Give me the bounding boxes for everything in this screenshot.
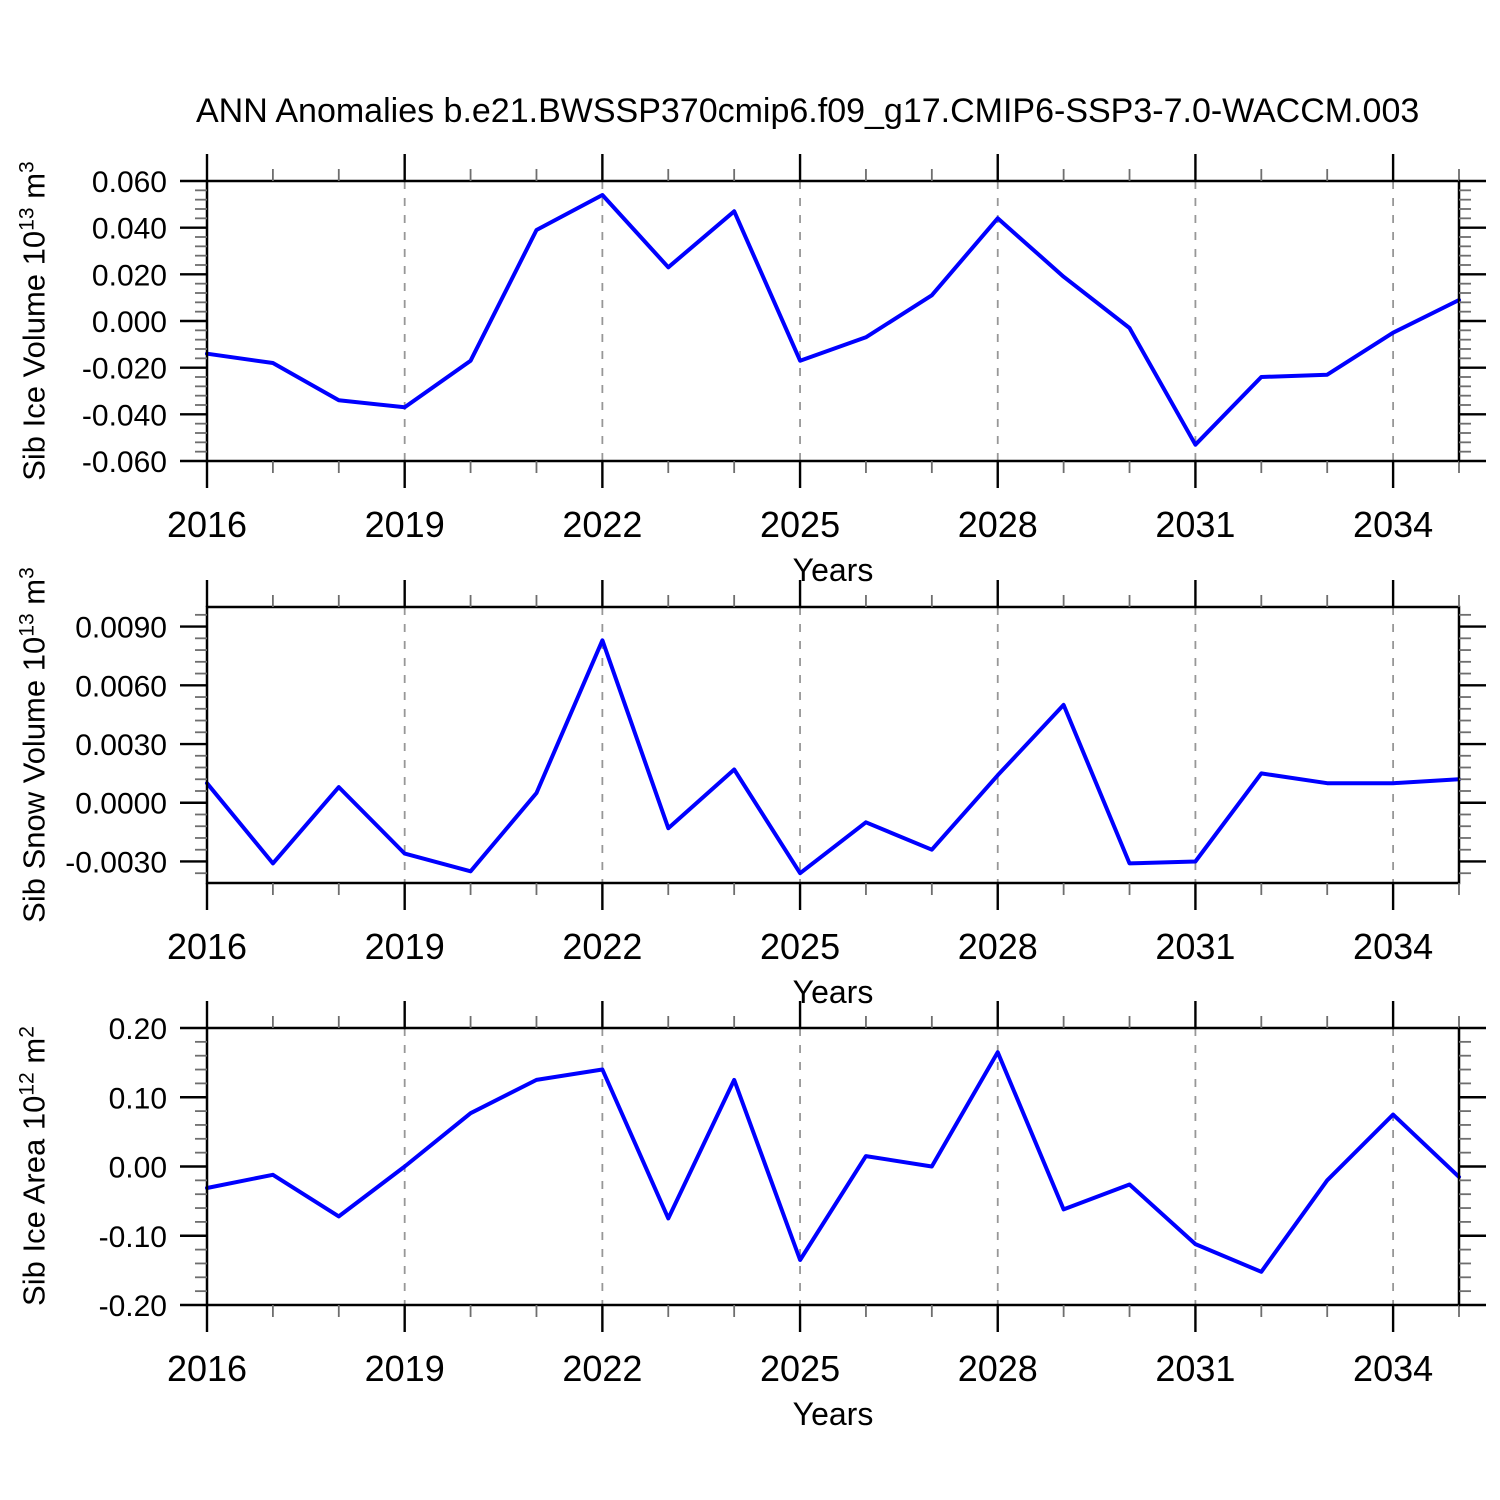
x-tick-label: 2019 [365, 926, 445, 967]
x-tick-label: 2031 [1155, 1348, 1235, 1389]
x-axis-label: Years [793, 1396, 874, 1432]
y-tick-label: 0.10 [109, 1082, 167, 1115]
chart-title: ANN Anomalies b.e21.BWSSP370cmip6.f09_g1… [196, 92, 1420, 130]
panel-sib-ice-volume: 0.0600.0400.0200.000-0.020-0.040-0.06020… [82, 154, 1486, 588]
y-tick-label: -0.060 [82, 446, 167, 479]
y-tick-label: 0.060 [92, 166, 167, 199]
y-tick-label: -0.020 [82, 353, 167, 386]
data-line-sib-snow-volume [205, 638, 1461, 876]
y-tick-label: 0.00 [109, 1152, 167, 1185]
y-tick-label: -0.0030 [65, 846, 167, 879]
x-tick-label: 2025 [760, 1348, 840, 1389]
x-tick-label: 2034 [1353, 926, 1433, 967]
x-tick-label: 2022 [562, 504, 642, 545]
x-tick-label: 2025 [760, 926, 840, 967]
x-axis-label: Years [793, 552, 874, 588]
panel-sib-snow-volume: 0.0090 0.0060 0.0030 0.0000 -0.0030 2016 2019 2… [65, 580, 1486, 1010]
y-tick-label: 0.0000 [75, 788, 167, 821]
y-tick-label: 0.0090 [75, 612, 167, 645]
x-tick-label: 2022 [562, 926, 642, 967]
data-line-sib-ice-volume [205, 193, 1461, 447]
x-tick-label: 2019 [365, 504, 445, 545]
x-tick-label: 2034 [1353, 504, 1433, 545]
x-tick-label: 2019 [365, 1348, 445, 1389]
data-line-sib-ice-area [205, 1050, 1461, 1274]
x-tick-label: 2025 [760, 504, 840, 545]
x-tick-label: 2028 [958, 1348, 1038, 1389]
axis-box [205, 179, 1461, 463]
x-tick-label: 2016 [167, 504, 247, 545]
y-tick-label: -0.10 [99, 1221, 167, 1254]
x-tick-label: 2016 [167, 926, 247, 967]
x-tick-label: 2031 [1155, 926, 1235, 967]
x-tick-label: 2031 [1155, 504, 1235, 545]
y-tick-label: 0.0030 [75, 729, 167, 762]
y-tick-label: 0.20 [109, 1013, 167, 1046]
y-tick-label: 0.000 [92, 306, 167, 339]
y-tick-label: 0.020 [92, 259, 167, 292]
x-tick-label: 2028 [958, 926, 1038, 967]
axis-box [205, 1026, 1461, 1307]
y-tick-label: 0.0060 [75, 670, 167, 703]
x-tick-label: 2034 [1353, 1348, 1433, 1389]
y-tick-label: -0.20 [99, 1290, 167, 1323]
y-tick-label: 0.040 [92, 213, 167, 246]
x-axis-label: Years [793, 974, 874, 1010]
x-tick-label: 2022 [562, 1348, 642, 1389]
x-tick-label: 2016 [167, 1348, 247, 1389]
x-tick-label: 2028 [958, 504, 1038, 545]
y-tick-label: -0.040 [82, 399, 167, 432]
